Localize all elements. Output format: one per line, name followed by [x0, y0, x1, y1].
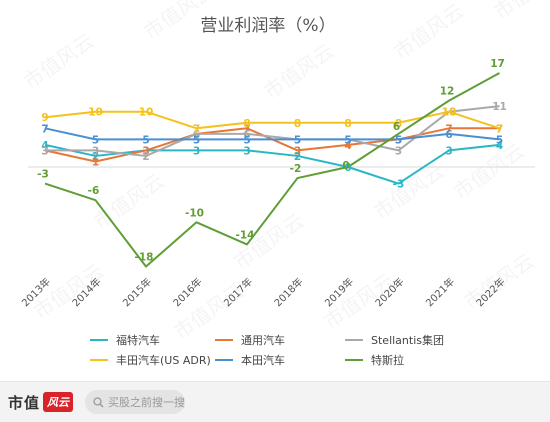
data-label: -18	[135, 252, 154, 264]
data-label: 10	[88, 107, 103, 119]
data-label: 1	[92, 156, 99, 168]
legend-label: 福特汽车	[116, 333, 160, 347]
data-label: -3	[393, 179, 405, 191]
data-label: 7	[496, 123, 503, 135]
data-label: 5	[395, 134, 402, 146]
series-line-4	[44, 127, 500, 141]
legend-label: 本田汽车	[241, 353, 285, 367]
data-label: 11	[492, 101, 507, 113]
brand-logo[interactable]: 市值 风云	[8, 388, 74, 416]
search-icon	[93, 396, 104, 407]
data-label: 2	[294, 151, 301, 163]
data-label: 3	[41, 145, 48, 157]
data-label: 7	[243, 123, 250, 135]
data-label: 7	[496, 123, 503, 135]
watermark-text: 市值风云	[389, 0, 468, 64]
data-label: 5	[294, 134, 301, 146]
data-label: 6	[193, 129, 200, 141]
data-label: 7	[445, 123, 452, 135]
series-line-2	[45, 105, 500, 157]
x-tick-label: 2021年	[423, 275, 457, 309]
watermark-text: 市值风云	[259, 39, 338, 105]
data-label: 5	[193, 134, 200, 146]
watermark-text: 市值风云	[19, 29, 98, 95]
data-label: 10	[442, 107, 457, 119]
data-label: 3	[193, 145, 200, 157]
data-label: 8	[243, 118, 250, 130]
brand-name: 市值	[8, 393, 41, 412]
data-label: -3	[37, 169, 49, 181]
series-line-1	[44, 127, 500, 163]
data-label: 8	[344, 118, 351, 130]
data-label: 3	[142, 145, 149, 157]
data-label: 3	[92, 145, 99, 157]
data-label: 5	[344, 134, 351, 146]
data-label: 6	[243, 129, 250, 141]
data-label: 3	[142, 145, 149, 157]
legend-label: 特斯拉	[371, 353, 404, 367]
data-label: 5	[395, 134, 402, 146]
watermark-text: 市值风云	[89, 169, 168, 235]
data-label: 0	[344, 162, 351, 174]
watermark-text: 市值风云	[369, 159, 448, 225]
data-label: 3	[243, 145, 250, 157]
data-label: 2	[92, 151, 99, 163]
data-label: 5	[142, 134, 149, 146]
data-label: 4	[344, 140, 351, 152]
data-label: 17	[490, 58, 505, 70]
data-label: 9	[41, 112, 48, 124]
watermark-text: 市值风云	[489, 0, 550, 24]
data-label: 0	[342, 160, 349, 172]
data-label: 4	[41, 140, 48, 152]
data-label: 2	[142, 151, 149, 163]
data-label: -2	[290, 163, 302, 175]
data-label: 10	[442, 107, 457, 119]
footer-bar: 市值 风云 买股之前搜一搜	[0, 381, 550, 422]
data-label: 6	[445, 129, 452, 141]
data-label: 8	[294, 118, 301, 130]
data-label: 5	[243, 134, 250, 146]
legend-label: Stellantis集团	[371, 333, 444, 347]
chart-title: 营业利润率（%）	[200, 16, 335, 36]
chart: 市值风云 市值风云 市值风云 市值风云 市值风云 市值风云 市值风云 市值风云 市值风云 市值风云…	[19, 0, 550, 367]
data-label: 8	[395, 118, 402, 130]
data-label: 5	[496, 134, 503, 146]
data-label: 3	[41, 145, 48, 157]
data-label: -6	[88, 185, 100, 197]
legend-label: 丰田汽车(US ADR)	[116, 353, 211, 367]
data-label: 6	[193, 129, 200, 141]
series-line-5	[44, 72, 500, 268]
data-label: 3	[294, 145, 301, 157]
search-input[interactable]: 买股之前搜一搜	[85, 390, 186, 414]
data-label: -10	[185, 207, 204, 219]
x-tick-label: 2015年	[120, 275, 154, 309]
data-label: 7	[193, 123, 200, 135]
search-placeholder: 买股之前搜一搜	[108, 396, 186, 409]
data-label: 5	[92, 134, 99, 146]
data-label: -14	[236, 229, 255, 241]
brand-stamp: 风云	[43, 392, 74, 412]
data-label: 4	[496, 140, 503, 152]
data-label: 7	[41, 123, 48, 135]
data-label: 5	[344, 134, 351, 146]
legend-label: 通用汽车	[241, 333, 285, 347]
data-label: 5	[294, 134, 301, 146]
data-label: 6	[393, 121, 400, 133]
data-label: 3	[445, 145, 452, 157]
data-label: 10	[139, 107, 154, 119]
x-tick-label: 2018年	[271, 275, 305, 309]
data-label: 3	[395, 145, 402, 157]
data-label: 12	[440, 86, 455, 98]
